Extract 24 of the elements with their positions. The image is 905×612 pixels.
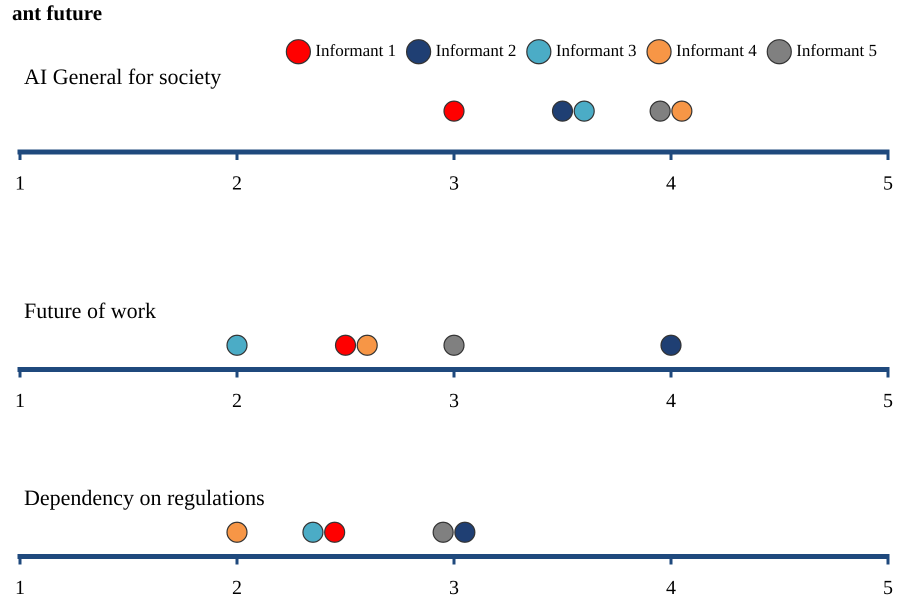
y-tick-label: Dependency on regulations [24, 485, 265, 510]
x-tick-label: 2 [232, 172, 242, 194]
chart-title: ant future [12, 1, 102, 26]
x-tick-label: 1 [15, 576, 25, 599]
x-tick-label: 5 [883, 576, 893, 599]
legend-label: Informant 5 [796, 41, 878, 60]
y-tick-label: Future of work [24, 298, 156, 324]
x-tick-label: 4 [666, 576, 676, 599]
x-tick-label: 5 [883, 390, 893, 412]
x-tick-label: 3 [449, 576, 459, 599]
x-tick-label: 4 [666, 390, 676, 412]
x-tick-label: 1 [15, 172, 25, 194]
legend-label: Informant 4 [676, 41, 758, 60]
x-tick-label: 3 [449, 390, 459, 412]
legend-label: Informant 2 [436, 41, 516, 60]
legend-label: Informant 3 [556, 41, 637, 60]
legend-label: Informant 1 [315, 41, 396, 60]
x-tick-label: 3 [449, 172, 459, 194]
x-tick-label: 5 [883, 172, 893, 194]
y-tick-label: AI General for society [24, 64, 222, 89]
x-tick-label: 2 [232, 576, 242, 599]
x-tick-label: 1 [15, 390, 25, 412]
x-tick-label: 4 [666, 172, 676, 194]
x-tick-label: 2 [232, 390, 242, 412]
